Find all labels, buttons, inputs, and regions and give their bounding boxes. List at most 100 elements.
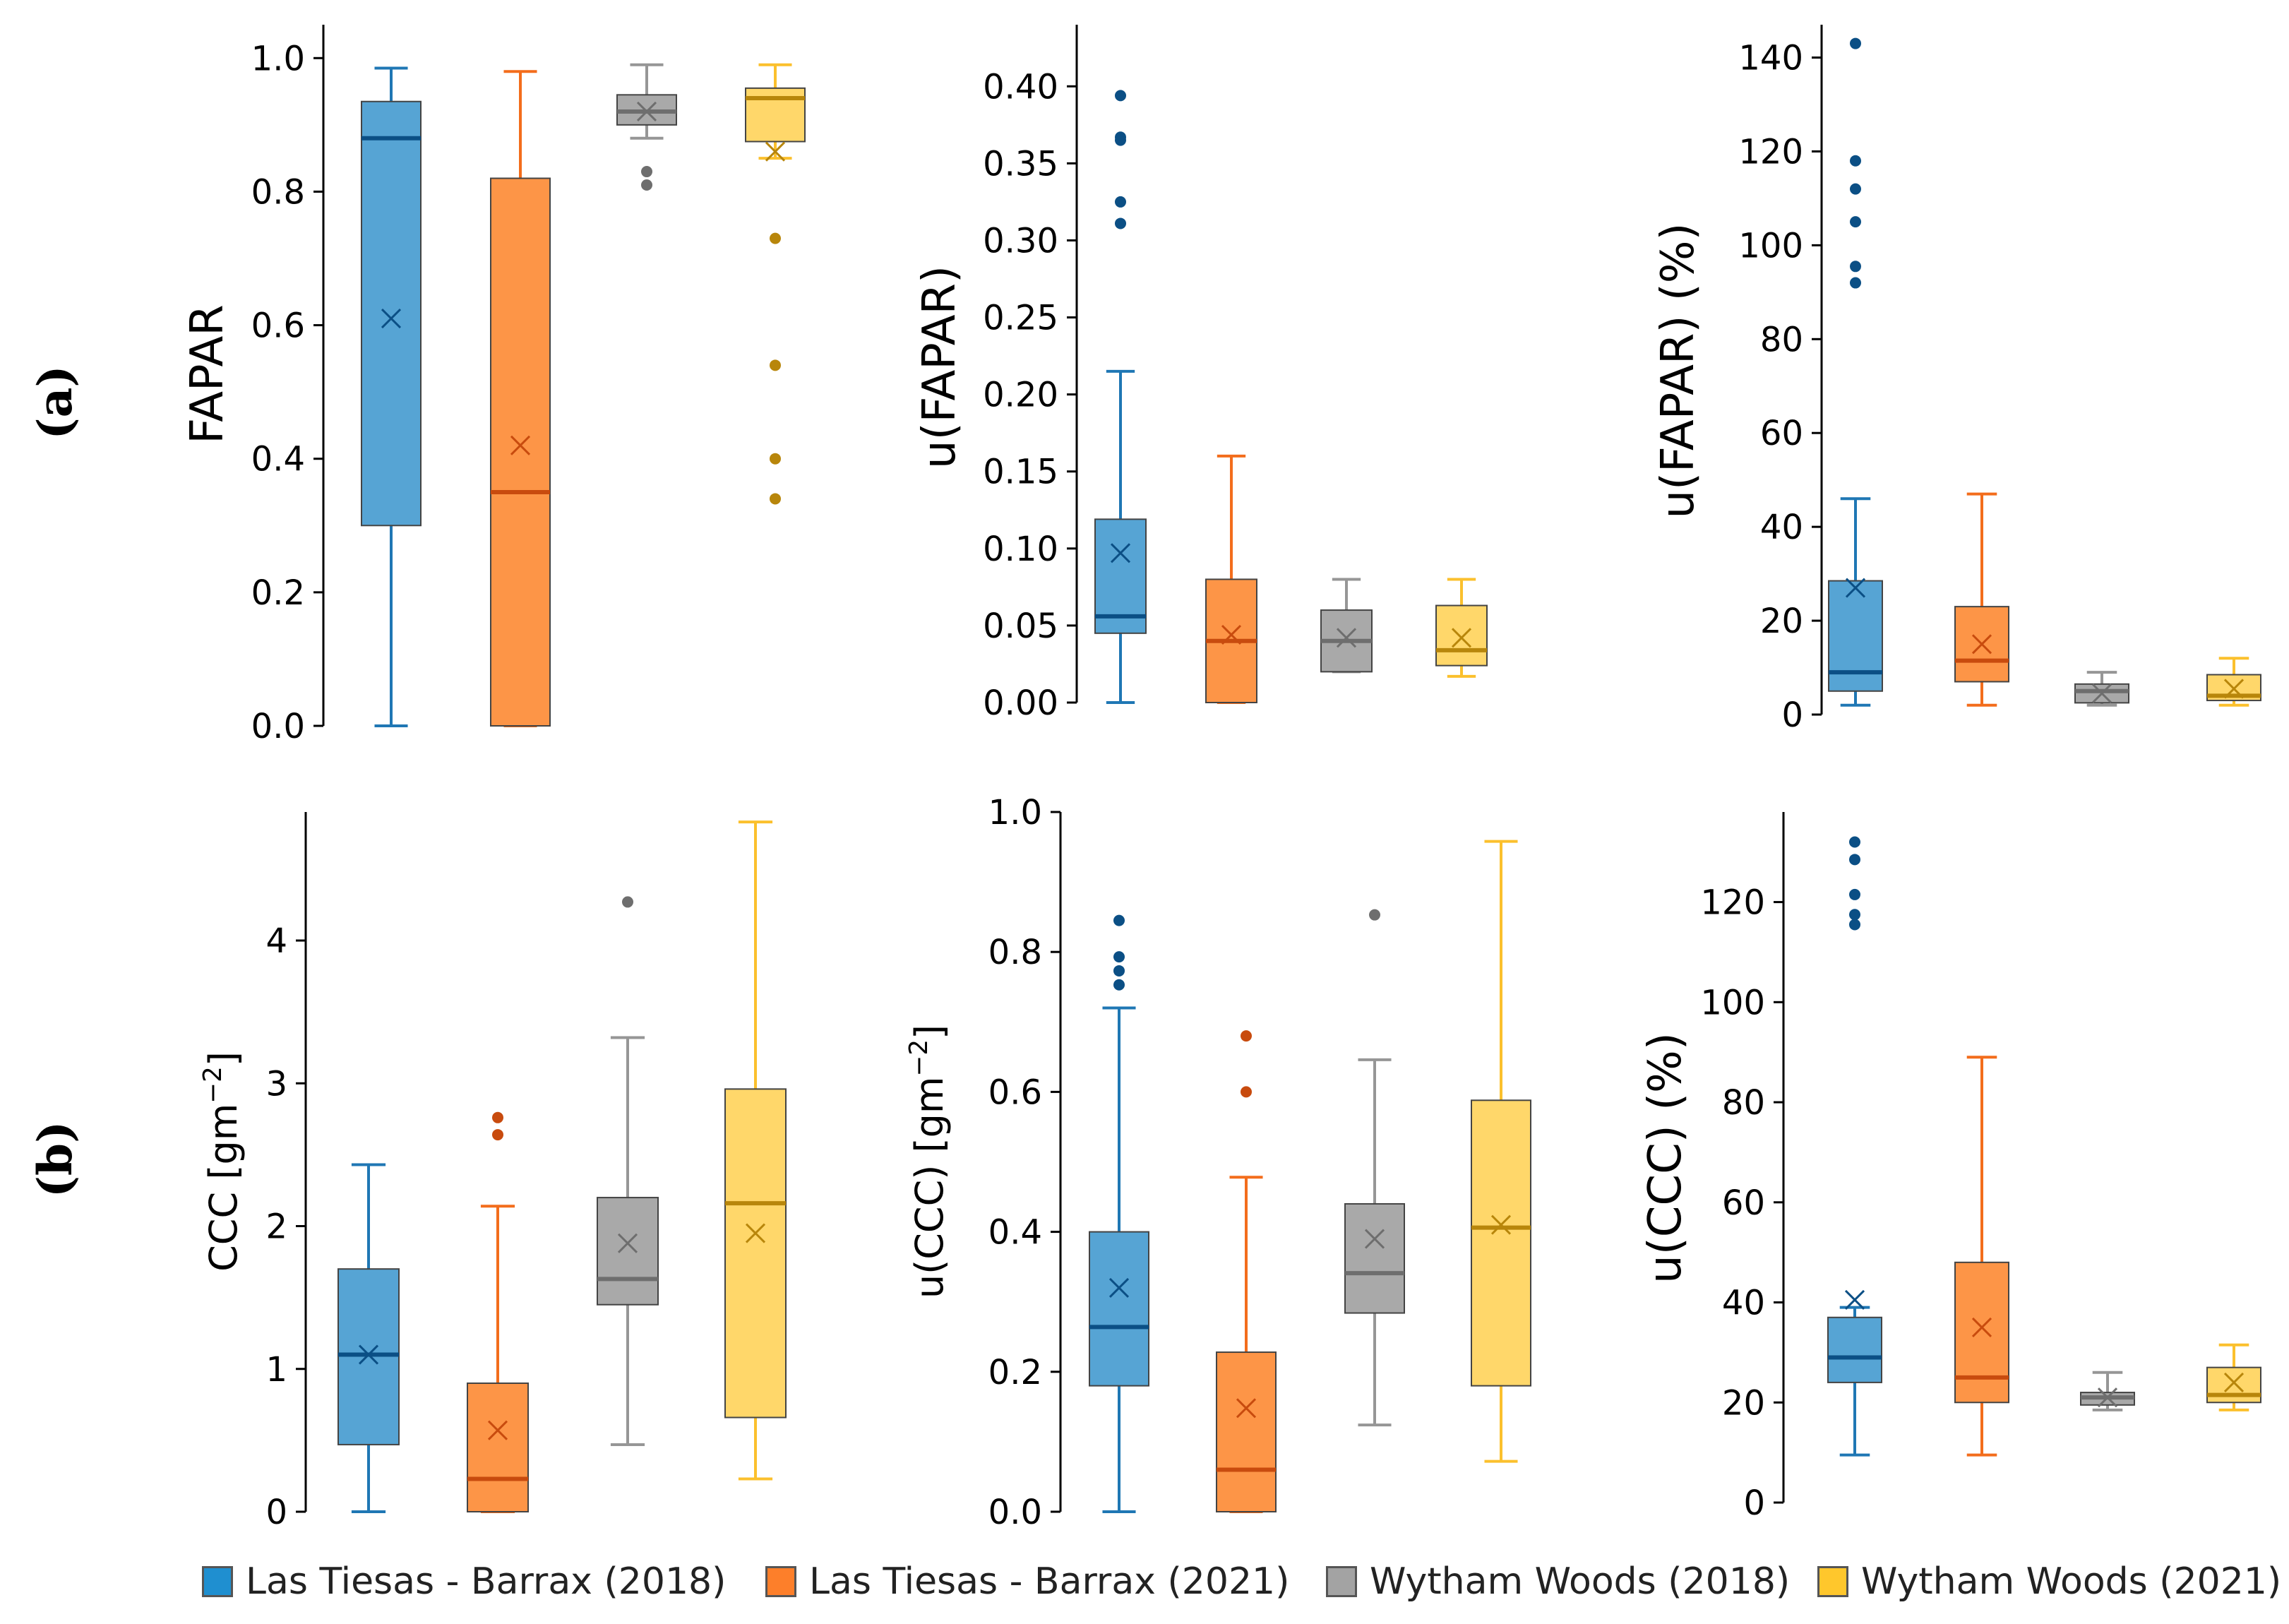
iqr-box (1471, 1099, 1531, 1387)
legend: Las Tiesas - Barrax (2018) Las Tiesas - … (0, 1553, 2289, 1610)
mean-marker (1845, 578, 1866, 598)
box-lt2021 (1205, 454, 1257, 704)
outlier-point (770, 232, 781, 244)
y-tick-label: 0 (265, 1493, 287, 1532)
y-tick-label: 0.6 (251, 306, 305, 346)
outlier-point (1241, 1030, 1252, 1042)
y-tick-label: 40 (1760, 508, 1803, 547)
y-tick-label: 4 (265, 921, 287, 961)
outlier-point (1369, 909, 1380, 921)
outlier-point (492, 1129, 503, 1141)
y-tick-label: 0.0 (988, 1493, 1042, 1532)
y-tick-label: 20 (1760, 602, 1803, 641)
y-tick-label: 0.05 (983, 607, 1058, 646)
y-axis-label: CCC [gm−2] (198, 1051, 246, 1272)
y-axis-label-text: CCC [gm (201, 1104, 246, 1272)
outlier-point (1113, 965, 1125, 977)
y-tick-label: 100 (1700, 983, 1765, 1022)
box-ww2021 (724, 820, 787, 1481)
y-axis-label-superscript: −2 (198, 1066, 227, 1104)
mean-marker (636, 101, 657, 122)
y-tick-label: 0.8 (251, 172, 305, 212)
chart-4: 0 1 2 3 4 CCC [gm−2] (198, 812, 787, 1532)
y-tick-label: 0.0 (251, 707, 305, 746)
mean-marker (1108, 1277, 1130, 1298)
mean-marker (1236, 1398, 1257, 1419)
legend-swatch-lt2018 (202, 1566, 233, 1597)
chart-5: 0.0 0.2 0.4 0.6 0.8 1.0 u(CCC) [gm−2] (904, 793, 1531, 1532)
box-ww2018 (1320, 578, 1373, 674)
iqr-box (597, 1197, 659, 1306)
y-axis-label-superscript: −2 (904, 1039, 933, 1077)
box-ww2021 (2206, 1343, 2261, 1411)
mean-marker (1364, 1229, 1385, 1249)
outlier-point (1850, 37, 1861, 49)
iqr-box (490, 177, 551, 727)
y-axis-label-text-end: ] (201, 1051, 246, 1066)
mean-marker (2091, 683, 2112, 704)
y-axis-label: u(FAPAR) (%) (1652, 222, 1704, 518)
outlier-point (1850, 155, 1861, 167)
iqr-box (1435, 604, 1488, 667)
outlier-point (1115, 90, 1126, 102)
y-axis-label: FAPAR (181, 304, 234, 443)
outlier-point (1115, 196, 1126, 208)
iqr-box (337, 1268, 400, 1445)
legend-item-ww2018: Wytham Woods (2018) (1326, 1560, 1790, 1603)
y-tick-label: 60 (1722, 1183, 1765, 1223)
legend-item-ww2021: Wytham Woods (2021) (1817, 1560, 2281, 1603)
legend-swatch-lt2021 (765, 1566, 796, 1597)
box-lt2018 (1089, 914, 1149, 1513)
y-tick-label: 0.2 (251, 573, 305, 613)
outlier-point (770, 359, 781, 371)
box-lt2021 (1954, 1056, 2009, 1457)
mean-marker (2223, 679, 2245, 699)
outlier-point (1849, 854, 1860, 866)
box-ww2018 (2074, 671, 2129, 707)
outlier-point (1241, 1086, 1252, 1098)
outlier-point (1113, 914, 1125, 926)
mean-marker (1336, 628, 1357, 648)
y-tick-label: 120 (1738, 132, 1803, 172)
y-tick-label: 0.30 (983, 221, 1058, 261)
y-tick-label: 0.6 (988, 1073, 1042, 1112)
outlier-point (641, 166, 652, 178)
mean-marker (1110, 543, 1131, 563)
box-lt2018 (1827, 836, 1882, 1457)
mean-marker (765, 141, 786, 162)
box-lt2021 (490, 70, 551, 727)
legend-item-lt2018: Las Tiesas - Barrax (2018) (202, 1560, 726, 1603)
y-tick-label: 3 (265, 1064, 287, 1104)
y-tick-label: 0.40 (983, 67, 1058, 107)
box-lt2021 (1216, 1030, 1277, 1513)
y-tick-label: 0.4 (251, 440, 305, 479)
y-tick-label: 140 (1738, 39, 1803, 78)
iqr-box (1827, 1316, 1882, 1383)
iqr-box (2074, 683, 2129, 704)
iqr-box (724, 1088, 787, 1419)
y-tick-label: 0.35 (983, 144, 1058, 184)
outlier-point (1849, 909, 1860, 921)
chart-1: 0.0 0.2 0.4 0.6 0.8 1.0 FAPAR (181, 25, 806, 746)
mean-marker (2097, 1387, 2118, 1408)
mean-marker (381, 309, 402, 329)
outlier-point (1113, 951, 1125, 963)
y-tick-label: 0.20 (983, 376, 1058, 415)
y-tick-label: 0.8 (988, 933, 1042, 972)
y-tick-label: 0.15 (983, 453, 1058, 492)
outlier-point (1115, 217, 1126, 229)
y-tick-label: 0 (1781, 695, 1803, 735)
y-tick-label: 0.00 (983, 683, 1058, 723)
mean-marker (1451, 628, 1472, 648)
legend-item-lt2021: Las Tiesas - Barrax (2021) (765, 1560, 1289, 1603)
box-ww2021 (1471, 840, 1531, 1463)
iqr-box (1089, 1231, 1149, 1387)
y-tick-label: 120 (1700, 883, 1765, 923)
y-tick-label: 60 (1760, 414, 1803, 453)
outlier-point (1849, 919, 1860, 931)
iqr-box (361, 100, 422, 527)
box-lt2018 (337, 1163, 400, 1513)
iqr-box (1344, 1202, 1405, 1314)
legend-label-ww2018: Wytham Woods (2018) (1370, 1560, 1791, 1603)
y-tick-label: 40 (1722, 1284, 1765, 1323)
